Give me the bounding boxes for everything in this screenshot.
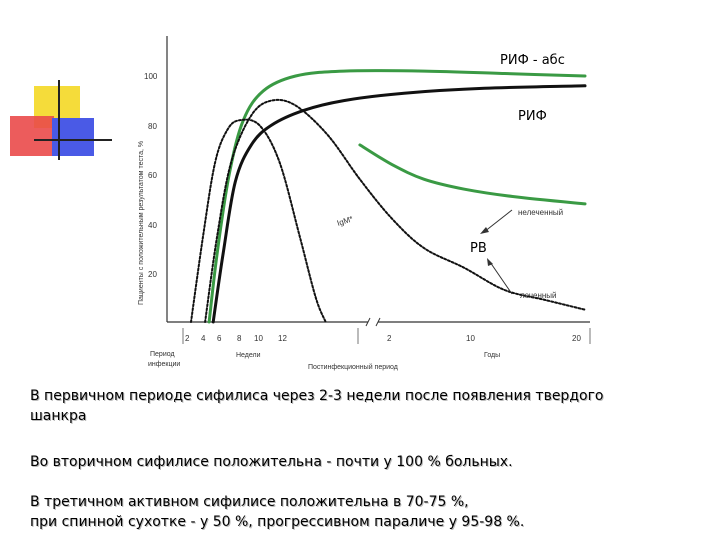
- caption-tertiary-line2: при спинной сухотке - у 50 %, прогрессив…: [30, 514, 525, 530]
- series-label-rif: РИФ: [518, 109, 547, 124]
- series-line-2: [190, 118, 327, 323]
- y-tick-label: 40: [148, 221, 157, 230]
- chart: 100 80 60 40 20 Пациенты с положительным…: [10, 36, 591, 371]
- y-tick-label: 20: [148, 270, 157, 279]
- series-layer: [190, 69, 587, 324]
- x-tick-label: 12: [278, 334, 287, 343]
- axes: [166, 36, 591, 344]
- series-line-1: [211, 84, 587, 324]
- caption-tertiary: В третичном активном сифилисе положитель…: [30, 492, 690, 532]
- x-tick-label: 6: [217, 334, 222, 343]
- series-label-rif-abs: РИФ - абс: [500, 53, 565, 68]
- axis-break-mark: [375, 317, 381, 327]
- series-line-3: [204, 98, 586, 323]
- caption-primary-line1: В первичном периоде сифилиса через 2-3 н…: [30, 388, 604, 404]
- arrow-untreated: [483, 209, 513, 233]
- y-tick-label: 100: [144, 72, 158, 81]
- series-line-0: [207, 69, 587, 324]
- logo-red-square: [10, 116, 54, 156]
- series-line-4: [358, 143, 587, 206]
- arrow-treated-head: [487, 258, 493, 266]
- caption-tertiary-line1: В третичном активном сифилисе положитель…: [30, 494, 469, 510]
- x-tick-label: 10: [466, 334, 475, 343]
- y-tick-label: 60: [148, 171, 157, 180]
- series-label-rv: РВ: [470, 241, 487, 256]
- x-tick-label: 2: [387, 334, 392, 343]
- axis-break-mark: [365, 317, 371, 327]
- x-group-label-post: Постинфекционный период: [308, 363, 398, 371]
- arrow-treated: [489, 261, 513, 295]
- series-label-igm: IgM*: [336, 214, 354, 228]
- y-axis-label: Пациенты с положительным результатом тес…: [138, 141, 145, 305]
- caption-primary: В первичном периоде сифилиса через 2-3 н…: [30, 386, 690, 426]
- x-group-label-infection: инфекции: [148, 361, 180, 368]
- annotation-arrows: [480, 209, 513, 295]
- x-group-label-infection: Период: [150, 351, 175, 358]
- annotation-untreated: нелеченный: [518, 208, 563, 217]
- caption-primary-line2: шанкра: [30, 408, 87, 424]
- caption-secondary-line: Во вторичном сифилисе положительна - поч…: [30, 454, 513, 470]
- y-tick-label: 80: [148, 122, 157, 131]
- decorative-logo: [10, 80, 112, 160]
- x-group-label-weeks: Недели: [236, 352, 261, 359]
- x-tick-label: 10: [254, 334, 263, 343]
- x-group-label-years: Годы: [484, 352, 500, 359]
- x-tick-label: 4: [201, 334, 206, 343]
- x-tick-label: 8: [237, 334, 242, 343]
- arrow-untreated-head: [480, 227, 489, 234]
- caption-secondary: Во вторичном сифилисе положительна - поч…: [30, 452, 690, 472]
- annotation-treated: леченный: [520, 291, 557, 300]
- x-tick-label: 2: [185, 334, 190, 343]
- x-tick-label: 20: [572, 334, 581, 343]
